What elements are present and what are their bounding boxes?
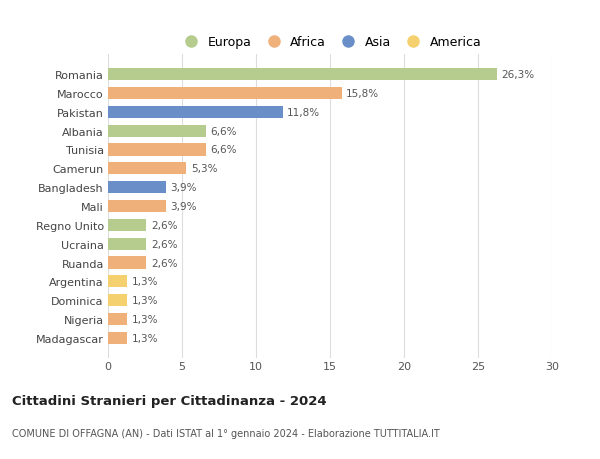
Bar (108, 182, 166, 194)
Bar (108, 238, 146, 250)
Bar (108, 163, 187, 175)
Text: 1,3%: 1,3% (131, 296, 158, 306)
Bar (108, 257, 146, 269)
Bar (108, 219, 146, 231)
Bar (108, 294, 127, 307)
Text: 3,9%: 3,9% (170, 202, 197, 212)
Legend: Europa, Africa, Asia, America: Europa, Africa, Asia, America (173, 31, 487, 54)
Bar (108, 69, 497, 81)
Bar (108, 313, 127, 325)
Bar (108, 125, 206, 137)
Text: 2,6%: 2,6% (151, 220, 178, 230)
Text: 3,9%: 3,9% (170, 183, 197, 193)
Text: Cittadini Stranieri per Cittadinanza - 2024: Cittadini Stranieri per Cittadinanza - 2… (12, 394, 326, 407)
Text: 1,3%: 1,3% (131, 314, 158, 325)
Bar (108, 106, 283, 119)
Bar (108, 201, 166, 213)
Bar (108, 332, 127, 344)
Text: 1,3%: 1,3% (131, 333, 158, 343)
Text: 5,3%: 5,3% (191, 164, 217, 174)
Text: 6,6%: 6,6% (210, 145, 236, 155)
Text: 2,6%: 2,6% (151, 239, 178, 249)
Text: 2,6%: 2,6% (151, 258, 178, 268)
Text: 6,6%: 6,6% (210, 126, 236, 136)
Text: 1,3%: 1,3% (131, 277, 158, 287)
Bar (108, 88, 342, 100)
Text: 15,8%: 15,8% (346, 89, 379, 99)
Bar (108, 276, 127, 288)
Text: 11,8%: 11,8% (287, 107, 320, 118)
Text: COMUNE DI OFFAGNA (AN) - Dati ISTAT al 1° gennaio 2024 - Elaborazione TUTTITALIA: COMUNE DI OFFAGNA (AN) - Dati ISTAT al 1… (12, 428, 440, 438)
Text: 26,3%: 26,3% (502, 70, 535, 80)
Bar (108, 144, 206, 156)
